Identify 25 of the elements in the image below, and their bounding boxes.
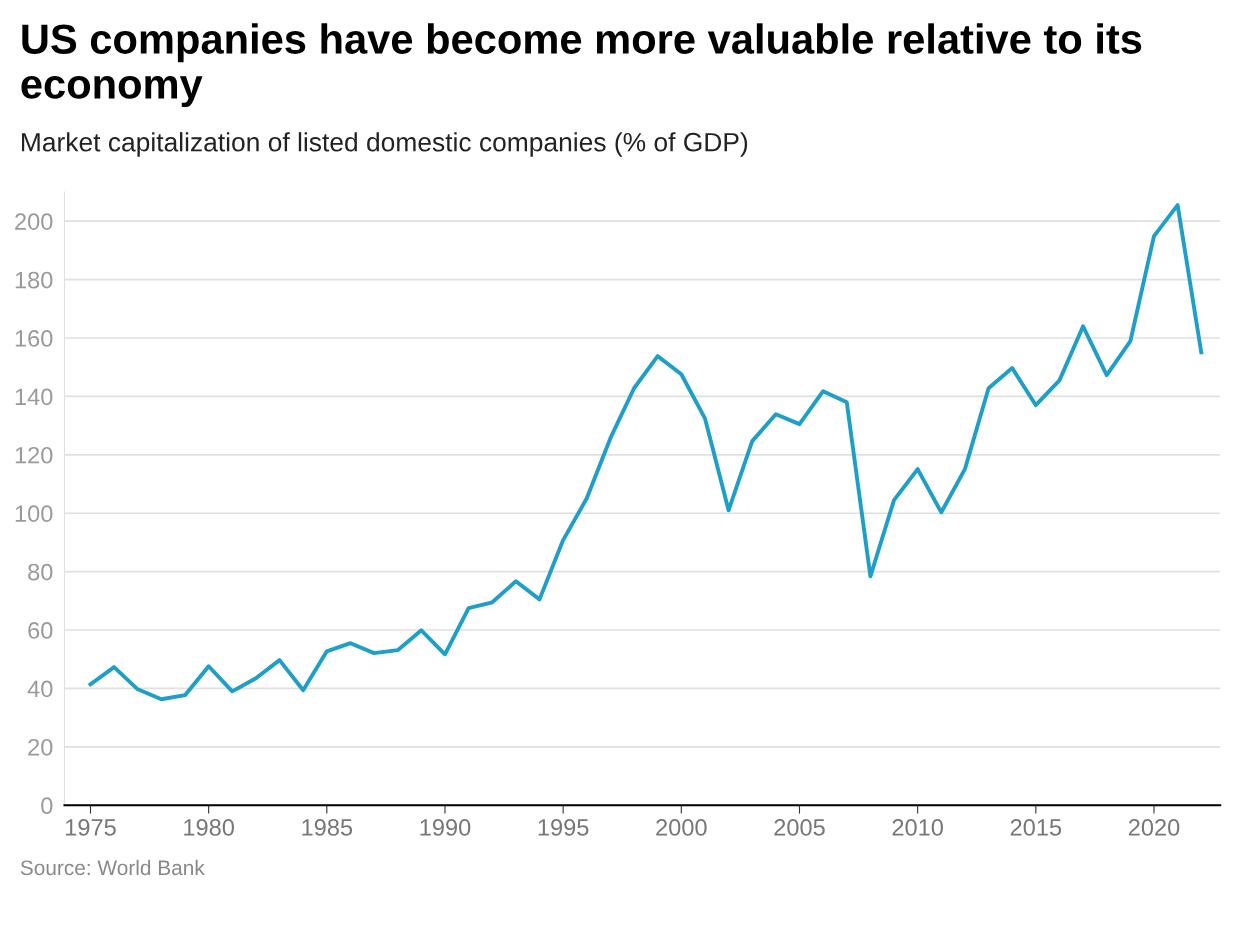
- x-tick-label: 2015: [1010, 819, 1062, 836]
- x-tick-label: 1975: [66, 819, 116, 836]
- y-tick-label: 140: [15, 388, 53, 406]
- y-tick-label: 120: [15, 446, 53, 464]
- y-tick-label: 200: [15, 213, 53, 230]
- x-tick-label: 1985: [302, 819, 353, 836]
- y-tick-label: 100: [15, 505, 53, 523]
- x-tick-label: 2000: [656, 819, 707, 836]
- y-tick-label: 20: [28, 738, 53, 756]
- y-tick-label: 60: [28, 622, 53, 639]
- x-tick-label: 1995: [538, 819, 589, 836]
- y-tick-label: 80: [28, 563, 53, 581]
- y-tick-label: 180: [15, 271, 53, 289]
- x-tick-label: 2005: [774, 819, 825, 836]
- y-tick-label: 40: [27, 680, 53, 698]
- x-tick-label: 2020: [1128, 819, 1180, 836]
- y-tick-label: 160: [15, 330, 53, 347]
- chart-subtitle: Market capitalization of listed domestic companies (% of GDP): [22, 132, 748, 157]
- x-tick-label: 2010: [892, 819, 943, 836]
- line-series: [88, 203, 1204, 702]
- chart-title: US companies have become more valuable relative to its economy: [21, 23, 1142, 108]
- x-tick-label: 1980: [184, 819, 234, 836]
- y-tick-label: 0: [41, 797, 53, 815]
- source-note: Source: World Bank: [20, 859, 205, 876]
- x-tick-label: 1990: [420, 819, 471, 836]
